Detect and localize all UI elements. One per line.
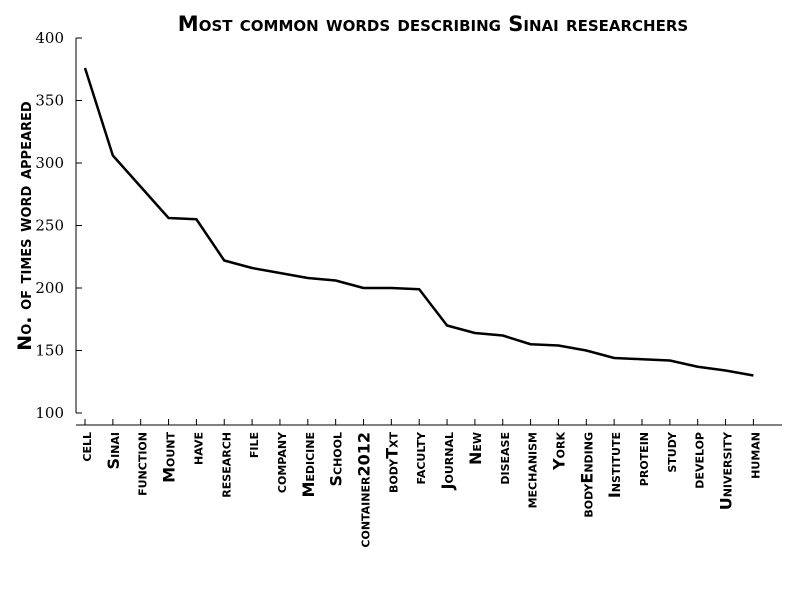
x-tick-label: bodyTxt: [382, 432, 401, 493]
x-tick-label: Sinai: [104, 432, 123, 469]
x-tick-label: York: [549, 432, 568, 471]
x-tick-label: Institute: [605, 432, 624, 498]
x-tick-label: container2012: [355, 432, 374, 548]
chart-title: Most common words describing Sinai resea…: [178, 12, 688, 36]
x-tick-label: Medicine: [299, 432, 318, 498]
x-tick-label: cell: [76, 432, 95, 462]
y-tick-label: 400: [35, 29, 64, 47]
x-tick-label: Journal: [438, 432, 457, 490]
x-tick-label: faculty: [410, 431, 429, 484]
series-line: [83, 67, 754, 377]
x-ticks: cell Sinai function Mount have research file co…: [76, 419, 763, 548]
x-tick-label: file: [243, 432, 262, 458]
x-tick-label: develop: [689, 432, 708, 489]
x-tick-label: company: [271, 431, 290, 493]
x-tick-label: Mount: [160, 432, 179, 483]
y-tick-label: 200: [35, 279, 64, 297]
x-tick-label: mechanism: [522, 432, 541, 508]
x-tick-label: School: [327, 432, 346, 487]
x-tick-label: disease: [494, 432, 513, 485]
y-tick-label: 100: [35, 404, 64, 422]
y-axis-label: No. of times word appeared: [14, 101, 36, 351]
x-tick-label: research: [215, 432, 234, 498]
x-tick-label: bodyEnding: [577, 432, 596, 518]
y-tick-label: 300: [35, 154, 64, 172]
x-tick-label: study: [661, 431, 680, 473]
y-tick-label: 250: [35, 217, 64, 235]
y-tick-label: 350: [35, 92, 64, 110]
y-ticks: 100 150 200 250 300 350 400: [35, 29, 82, 422]
y-tick-label: 150: [35, 342, 64, 360]
x-tick-label: New: [466, 432, 485, 465]
x-tick-label: protein: [633, 432, 652, 486]
x-tick-label: human: [744, 432, 763, 479]
x-tick-label: have: [187, 432, 206, 465]
x-tick-label: University: [717, 431, 736, 510]
x-tick-label: function: [132, 432, 151, 496]
